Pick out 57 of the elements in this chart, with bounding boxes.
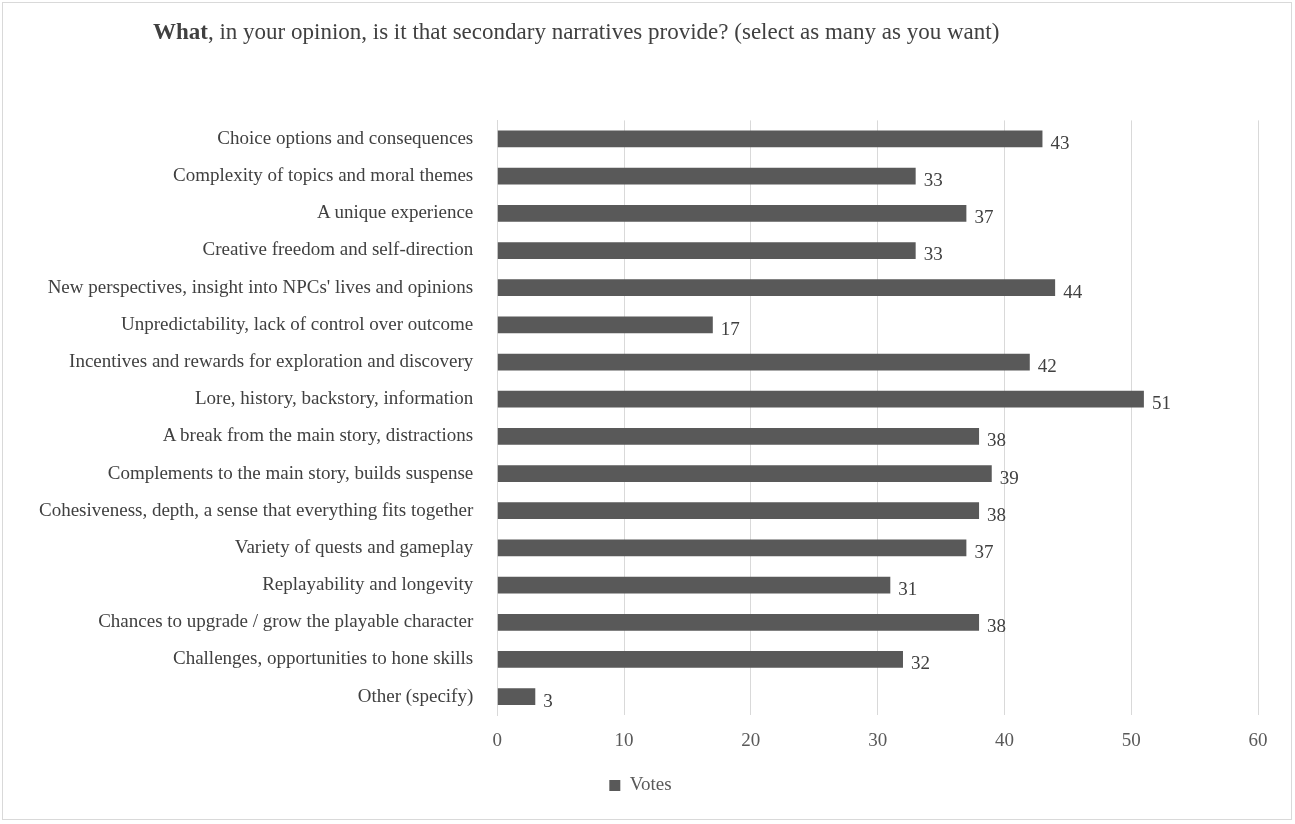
bar xyxy=(497,242,916,259)
y-tick-label: Cohesiveness, depth, a sense that everything fits together xyxy=(38,498,474,520)
y-tick-label: A break from the main story, distractions xyxy=(162,424,474,446)
data-label: 33 xyxy=(923,243,943,265)
data-label: 31 xyxy=(898,578,918,600)
x-tick-label: 10 xyxy=(614,728,634,750)
data-label: 37 xyxy=(974,206,994,228)
y-tick-label: Other (specify) xyxy=(357,684,474,707)
data-label: 38 xyxy=(987,615,1007,637)
y-tick-label: Incentives and rewards for exploration and discovery xyxy=(69,350,474,372)
bar xyxy=(497,428,980,445)
y-tick-label: Lore, history, backstory, information xyxy=(195,387,474,409)
bar xyxy=(497,502,980,520)
legend-label: Votes xyxy=(629,773,672,795)
x-tick-label: 50 xyxy=(1121,728,1141,750)
bar xyxy=(497,167,916,185)
y-tick-label: Variety of quests and gameplay xyxy=(234,535,474,557)
bar xyxy=(497,279,1056,297)
data-label: 43 xyxy=(1050,131,1070,153)
x-tick-label: 0 xyxy=(492,728,502,750)
y-tick-label: Creative freedom and self-direction xyxy=(202,238,474,260)
y-tick-label: Complexity of topics and moral themes xyxy=(172,164,474,186)
data-label: 17 xyxy=(720,317,740,339)
bar xyxy=(497,316,713,334)
x-tick-label: 20 xyxy=(741,728,761,750)
data-label: 33 xyxy=(923,169,943,191)
bar xyxy=(497,130,1043,148)
bar xyxy=(497,539,967,557)
data-label: 38 xyxy=(987,503,1007,525)
data-label: 44 xyxy=(1063,280,1083,302)
data-label: 38 xyxy=(987,429,1007,451)
y-tick-label: Challenges, opportunities to hone skills xyxy=(172,647,474,669)
y-tick-label: Complements to the main story, builds suspense xyxy=(107,461,474,483)
bar xyxy=(497,688,536,705)
y-tick-label: Choice options and consequences xyxy=(217,126,474,148)
bar xyxy=(497,353,1030,371)
bar xyxy=(497,576,891,594)
y-tick-label: Chances to upgrade / grow the playable character xyxy=(98,610,474,632)
x-tick-label: 40 xyxy=(994,728,1014,750)
bar xyxy=(497,651,903,668)
bar xyxy=(497,204,967,222)
data-label: 39 xyxy=(999,466,1019,488)
x-tick-label: 60 xyxy=(1248,728,1268,750)
data-label: 32 xyxy=(910,652,930,674)
x-tick-label: 30 xyxy=(868,728,888,750)
y-tick-label: Unpredictability, lack of control over outcome xyxy=(120,312,474,334)
y-tick-label: A unique experience xyxy=(317,201,474,223)
data-label: 51 xyxy=(1151,392,1171,414)
bar xyxy=(497,465,992,482)
chart-title: What, in your opinion, is it that secondary narratives provide? (select as many as you want) xyxy=(153,18,1001,46)
data-label: 37 xyxy=(974,540,994,562)
bar xyxy=(497,390,1144,408)
data-label: 42 xyxy=(1037,355,1057,377)
y-tick-label: Replayability and longevity xyxy=(262,573,474,595)
bar xyxy=(497,613,980,631)
y-tick-label: New perspectives, insight into NPCs' lives and opinions xyxy=(47,275,474,297)
data-label: 3 xyxy=(543,689,553,711)
